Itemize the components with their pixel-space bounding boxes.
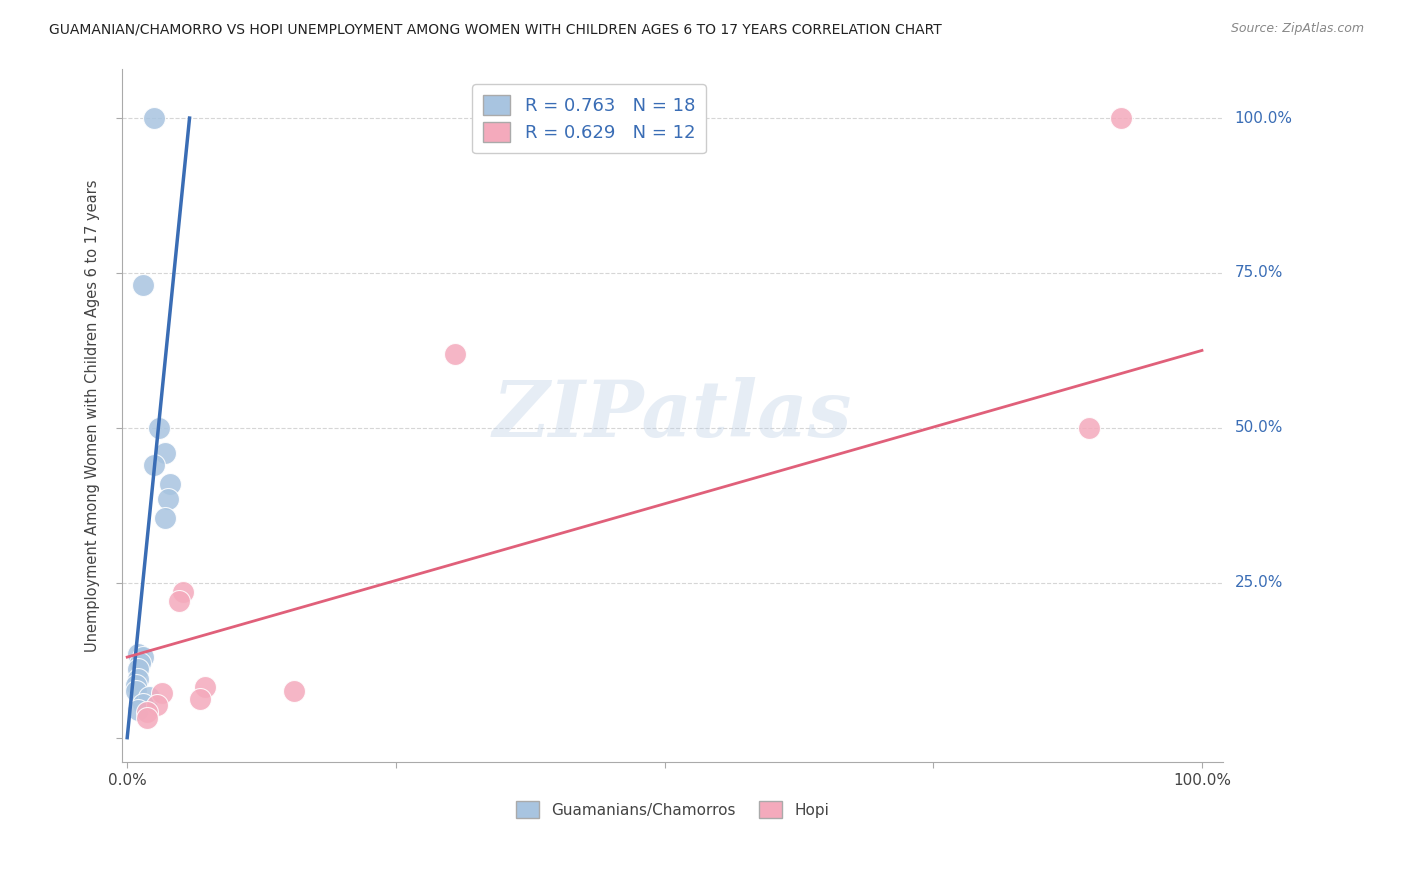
Text: 75.0%: 75.0% [1234, 266, 1282, 280]
Text: ZIPatlas: ZIPatlas [494, 377, 852, 454]
Point [132, 650, 155, 665]
Point [153, 510, 176, 524]
Point [194, 680, 217, 694]
Point [188, 692, 211, 706]
Point [153, 445, 176, 459]
Point [135, 711, 157, 725]
Point [127, 647, 149, 661]
Point [125, 684, 148, 698]
Point [167, 594, 190, 608]
Point [157, 492, 180, 507]
Text: GUAMANIAN/CHAMORRO VS HOPI UNEMPLOYMENT AMONG WOMEN WITH CHILDREN AGES 6 TO 17 Y: GUAMANIAN/CHAMORRO VS HOPI UNEMPLOYMENT … [49, 22, 942, 37]
Point [127, 663, 149, 677]
Point [127, 703, 149, 717]
Point [283, 684, 305, 698]
Point [127, 672, 149, 686]
Point [143, 111, 166, 125]
Text: Source: ZipAtlas.com: Source: ZipAtlas.com [1230, 22, 1364, 36]
Legend: Guamanians/Chamorros, Hopi: Guamanians/Chamorros, Hopi [510, 796, 835, 824]
Point [138, 690, 160, 705]
Text: 50.0%: 50.0% [1234, 420, 1282, 435]
Point [1078, 421, 1101, 435]
Text: 25.0%: 25.0% [1234, 575, 1282, 591]
Point [125, 678, 148, 692]
Point [150, 686, 173, 700]
Point [148, 421, 170, 435]
Point [444, 346, 467, 360]
Y-axis label: Unemployment Among Women with Children Ages 6 to 17 years: Unemployment Among Women with Children A… [86, 179, 100, 652]
Point [132, 697, 155, 711]
Point [143, 458, 166, 472]
Point [132, 278, 155, 293]
Point [129, 657, 152, 671]
Point [159, 476, 181, 491]
Text: 100.0%: 100.0% [1234, 111, 1292, 126]
Point [172, 585, 194, 599]
Point [135, 705, 157, 719]
Point [1111, 111, 1133, 125]
Point [146, 698, 169, 713]
